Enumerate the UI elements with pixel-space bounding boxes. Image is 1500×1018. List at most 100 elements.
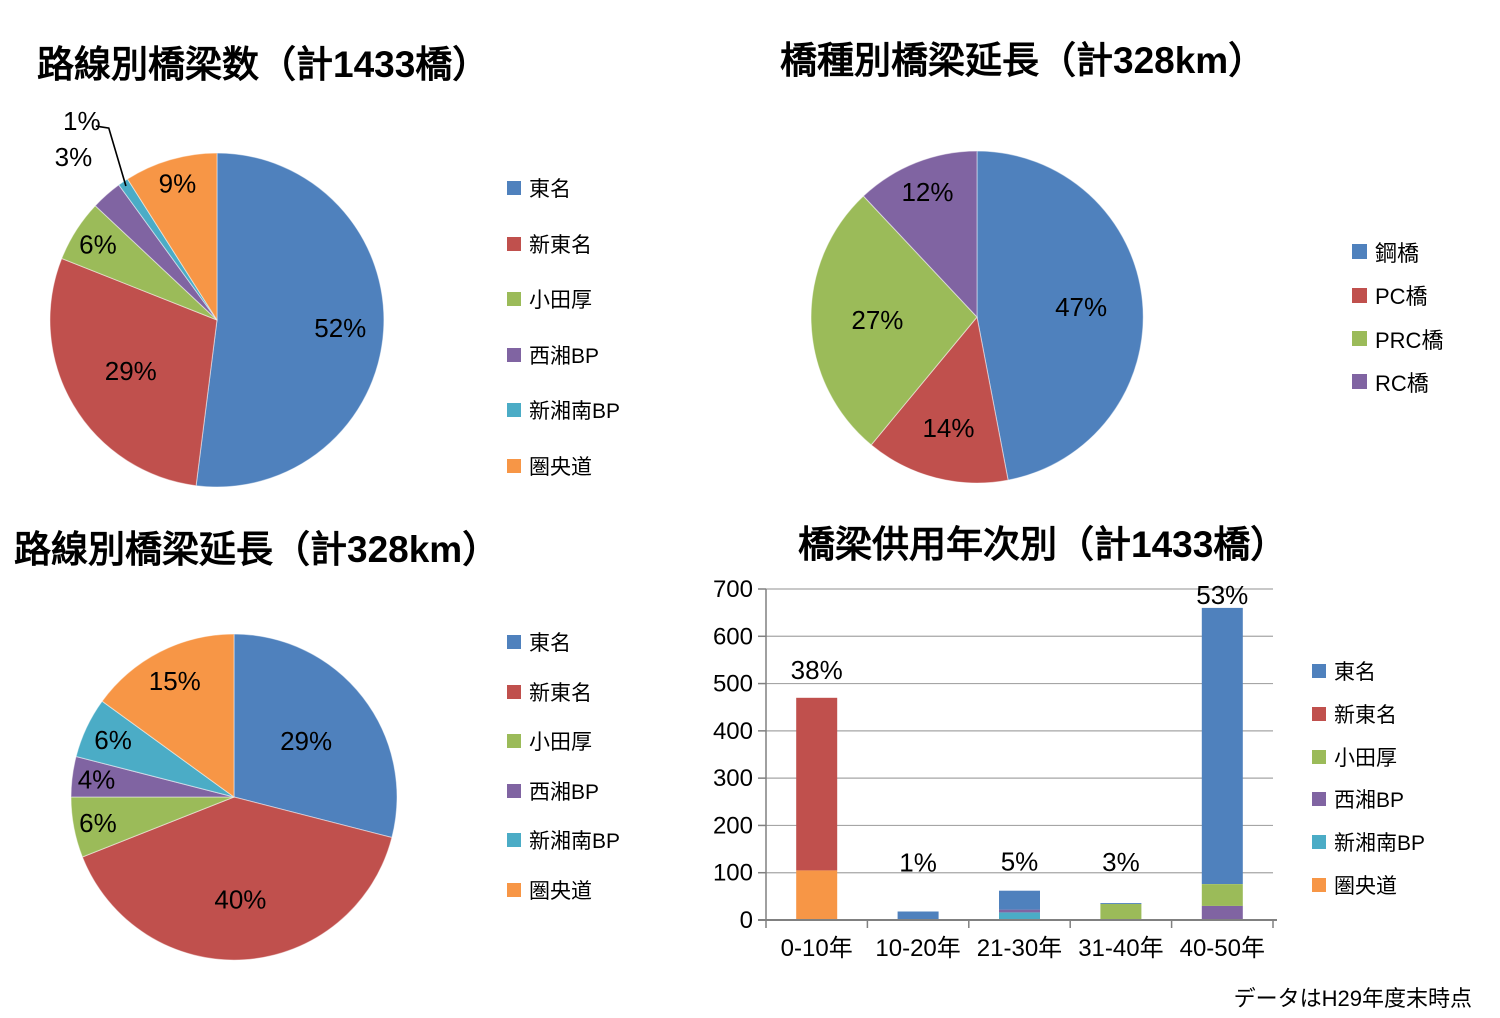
y-tick-label-700: 700 <box>713 576 753 603</box>
pie-slice-鋼橋 <box>976 150 1144 481</box>
legend-swatch-icon <box>1352 287 1367 303</box>
legend-swatch-icon <box>1352 331 1367 347</box>
legend-swatch-icon <box>507 347 521 362</box>
legend-item-西湘BP: 西湘BP <box>1312 778 1425 821</box>
legend-swatch-icon <box>507 180 521 195</box>
bar-segment-10-20年-東名 <box>897 911 939 920</box>
legend-swatch-icon <box>507 458 521 473</box>
legend-label: 小田厚 <box>529 731 592 755</box>
pie-percent-label-鋼橋: 47% <box>1055 292 1107 322</box>
legend-swatch-icon <box>507 833 521 848</box>
legend-item-東名: 東名 <box>507 617 620 667</box>
legend-swatch-icon <box>507 236 521 251</box>
pie-slice-RC橋 <box>862 150 978 319</box>
bar-segment-31-40年-小田厚 <box>1100 903 1142 920</box>
legend-label: 鋼橋 <box>1375 240 1420 266</box>
legend-item-新東名: 新東名 <box>507 216 620 272</box>
bar-segment-40-50年-西湘BP <box>1201 905 1243 920</box>
pie-percent-label-PRC橋: 27% <box>851 305 903 335</box>
legend-label: PRC橋 <box>1375 327 1444 353</box>
legend-route-bridge-length: 東名新東名小田厚西湘BP 新湘南BP 圏央道 <box>507 617 620 915</box>
legend-item-小田厚: 小田厚 <box>1312 735 1425 778</box>
chart-title-bridge-type-length: 橋種別橋梁延長（計328km） <box>780 40 1266 81</box>
legend-label: 東名 <box>529 631 571 655</box>
bar-total-label-31-40年: 3% <box>1102 847 1140 877</box>
legend-item-新湘南BP: 新湘南BP <box>507 816 620 866</box>
y-tick-label-300: 300 <box>713 765 753 792</box>
legend-item-圏央道: 圏央道 <box>1312 864 1425 907</box>
legend-swatch-icon <box>507 634 521 649</box>
pie-percent-label-東名: 29% <box>280 726 332 756</box>
legend-label: 圏央道 <box>529 455 592 479</box>
y-tick-label-400: 400 <box>713 718 753 745</box>
pie-percent-label-圏央道: 15% <box>149 666 201 696</box>
chart-title-bridge-age: 橋梁供用年次別（計1433橋） <box>798 524 1288 565</box>
bar-segment-40-50年-東名 <box>1201 607 1243 884</box>
legend-swatch-icon <box>507 783 521 798</box>
legend-label: 新湘南BP <box>1334 832 1426 856</box>
pie-slice-圏央道 <box>101 633 235 798</box>
legend-label: 新東名 <box>529 233 592 257</box>
legend-label: 小田厚 <box>1334 746 1397 770</box>
legend-item-新湘南BP: 新湘南BP <box>1312 821 1425 864</box>
pie-percent-label-新湘南BP: 1% <box>63 106 101 136</box>
legend-label: 西湘BP <box>529 780 600 804</box>
x-category-label-40-50年: 40-50年 <box>1180 935 1265 962</box>
bar-segment-21-30年-新湘南BP <box>999 912 1040 920</box>
pie-percent-label-小田厚: 6% <box>79 229 117 259</box>
legend-label: RC橋 <box>1375 370 1429 396</box>
legend-item-RC橋: RC橋 <box>1352 360 1443 403</box>
legend-item-西湘BP: 西湘BP <box>507 327 620 383</box>
pie-slice-新東名 <box>49 257 218 487</box>
legend-swatch-icon <box>507 734 521 749</box>
legend-swatch-icon <box>1352 244 1367 260</box>
legend-item-小田厚: 小田厚 <box>507 716 620 766</box>
legend-swatch-icon <box>507 403 521 418</box>
x-category-label-21-30年: 21-30年 <box>977 935 1062 962</box>
pie-slice-圏央道 <box>126 152 218 322</box>
pie-percent-label-西湘BP: 3% <box>55 142 93 172</box>
legend-bridge-age: 東名 新東名 小田厚 西湘BP 新湘南BP 圏央道 <box>1312 650 1425 907</box>
x-category-label-0-10年: 0-10年 <box>781 935 853 962</box>
legend-label: 圏央道 <box>529 879 592 903</box>
legend-item-PRC橋: PRC橋 <box>1352 317 1443 360</box>
data-source-note: データはH29年度末時点 <box>1233 986 1472 1011</box>
pie-slice-東名 <box>233 633 398 839</box>
bar-segment-21-30年-東名 <box>999 890 1040 910</box>
bar-segment-40-50年-小田厚 <box>1201 884 1243 906</box>
bar-segment-21-30年-西湘BP <box>999 909 1040 913</box>
pie-percent-label-新東名: 29% <box>105 356 157 386</box>
y-tick-label-0: 0 <box>740 907 753 934</box>
pie-percent-label-圏央道: 9% <box>159 169 197 199</box>
legend-swatch-icon <box>1312 749 1326 764</box>
label-leader-line <box>95 125 127 187</box>
y-tick-label-200: 200 <box>713 812 753 839</box>
legend-swatch-icon <box>507 684 521 699</box>
legend-item-新湘南BP: 新湘南BP <box>507 383 620 439</box>
legend-swatch-icon <box>507 292 521 307</box>
legend-label: 圏央道 <box>1334 874 1397 898</box>
legend-item-小田厚: 小田厚 <box>507 271 620 327</box>
legend-label: 西湘BP <box>529 344 600 368</box>
bar-segment-31-40年-東名 <box>1100 903 1142 904</box>
legend-label: 新湘南BP <box>529 400 621 424</box>
pie-percent-label-東名: 52% <box>314 313 366 343</box>
pie-slice-PC橋 <box>870 315 1009 484</box>
legend-item-圏央道: 圏央道 <box>507 438 620 494</box>
legend-label: 東名 <box>529 177 571 201</box>
legend-label: 新東名 <box>529 681 592 705</box>
x-category-label-31-40年: 31-40年 <box>1078 935 1163 962</box>
legend-item-PC橋: PC橋 <box>1352 274 1443 317</box>
legend-label: 東名 <box>1334 660 1376 684</box>
pie-percent-label-PC橋: 14% <box>922 413 974 443</box>
y-tick-label-600: 600 <box>713 623 753 650</box>
bar-total-label-21-30年: 5% <box>1001 847 1039 877</box>
legend-swatch-icon <box>1312 835 1326 850</box>
pie-slice-東名 <box>195 152 385 488</box>
pie-percent-label-新東名: 40% <box>214 885 266 915</box>
chart-title-route-bridge-count: 路線別橋梁数（計1433橋） <box>37 44 490 85</box>
legend-swatch-icon <box>507 882 521 897</box>
legend-swatch-icon <box>1312 792 1326 807</box>
